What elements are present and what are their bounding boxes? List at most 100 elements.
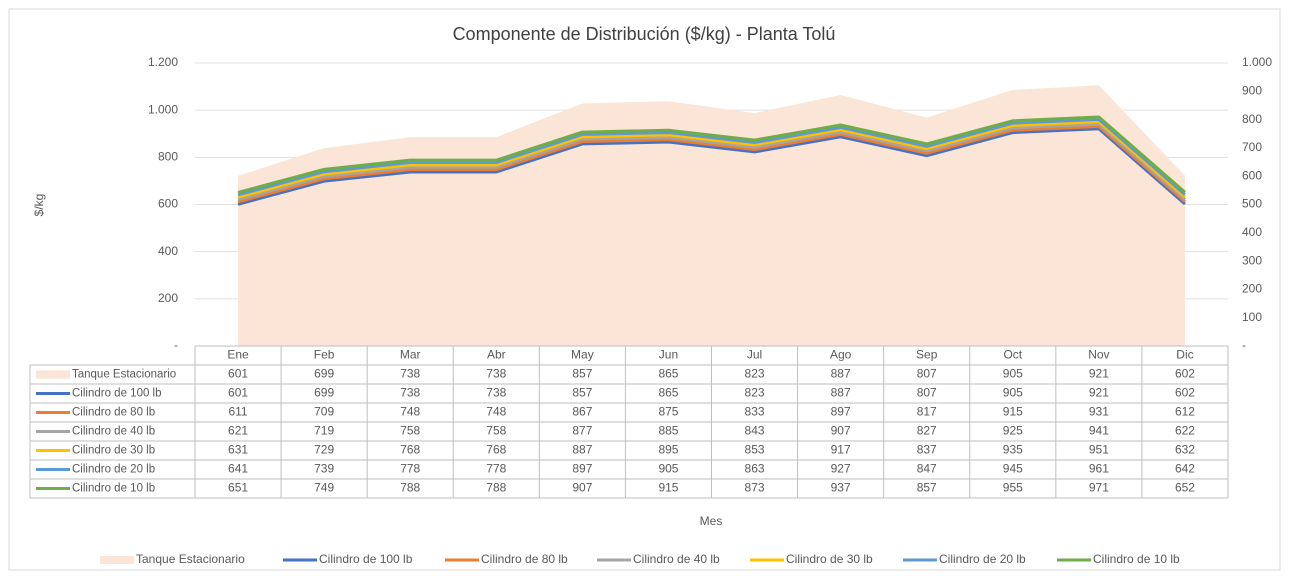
table-key bbox=[36, 370, 70, 379]
table-cell: 867 bbox=[572, 405, 592, 419]
y2-tick-label: 400 bbox=[1242, 225, 1262, 239]
line bbox=[237, 120, 1186, 199]
line bbox=[237, 122, 1186, 201]
table-cell: 887 bbox=[831, 367, 851, 381]
table-cell: 778 bbox=[486, 462, 506, 476]
legend-label: Cilindro de 80 lb bbox=[481, 552, 568, 566]
table-cell: 915 bbox=[658, 481, 678, 495]
x-axis-label: Mes bbox=[700, 514, 723, 528]
table-cell: 935 bbox=[1003, 443, 1023, 457]
table-cell: 788 bbox=[486, 481, 506, 495]
table-cell: 768 bbox=[486, 443, 506, 457]
legend-label: Cilindro de 20 lb bbox=[939, 552, 1026, 566]
table-cell: 917 bbox=[831, 443, 851, 457]
table-cell: 738 bbox=[486, 367, 506, 381]
table-cell: 865 bbox=[658, 386, 678, 400]
table-cell: 748 bbox=[486, 405, 506, 419]
y2-tick-label: 600 bbox=[1242, 168, 1262, 182]
table-cell: 601 bbox=[228, 386, 248, 400]
table-cell: 897 bbox=[572, 462, 592, 476]
x-tick-label: Sep bbox=[916, 348, 938, 362]
table-cell: 905 bbox=[1003, 367, 1023, 381]
table-cell: 941 bbox=[1089, 424, 1109, 438]
table-cell: 915 bbox=[1003, 405, 1023, 419]
table-cell: 758 bbox=[400, 424, 420, 438]
table-cell: 758 bbox=[486, 424, 506, 438]
table-cell: 739 bbox=[314, 462, 334, 476]
legend-label: Cilindro de 40 lb bbox=[633, 552, 720, 566]
table-cell: 921 bbox=[1089, 386, 1109, 400]
table-row-label: Cilindro de 80 lb bbox=[72, 407, 155, 419]
table-row-label: Cilindro de 30 lb bbox=[72, 445, 155, 457]
table-cell: 971 bbox=[1089, 481, 1109, 495]
line bbox=[237, 115, 1186, 194]
table-cell: 612 bbox=[1175, 405, 1195, 419]
y2-tick-label: - bbox=[1242, 338, 1246, 352]
table-cell: 768 bbox=[400, 443, 420, 457]
table-cell: 857 bbox=[917, 481, 937, 495]
table-cell: 873 bbox=[745, 481, 765, 495]
y2-tick-label: 500 bbox=[1242, 197, 1262, 211]
table-cell: 719 bbox=[314, 424, 334, 438]
table-cell: 699 bbox=[314, 367, 334, 381]
y-tick-label: 1.200 bbox=[148, 55, 178, 69]
legend-key bbox=[100, 556, 134, 564]
y-tick-label: 400 bbox=[158, 244, 178, 258]
x-tick-label: Jun bbox=[659, 348, 678, 362]
table-cell: 827 bbox=[917, 424, 937, 438]
table-cell: 601 bbox=[228, 367, 248, 381]
table-cell: 905 bbox=[1003, 386, 1023, 400]
line bbox=[237, 117, 1186, 197]
table-cell: 738 bbox=[486, 386, 506, 400]
x-tick-label: Ene bbox=[227, 348, 249, 362]
x-tick-label: Feb bbox=[314, 348, 335, 362]
table-cell: 652 bbox=[1175, 481, 1195, 495]
table-cell: 887 bbox=[572, 443, 592, 457]
table-cell: 927 bbox=[831, 462, 851, 476]
y-axis-label: $/kg bbox=[32, 194, 46, 217]
y-tick-label: 800 bbox=[158, 150, 178, 164]
table-cell: 699 bbox=[314, 386, 334, 400]
x-tick-label: Ago bbox=[830, 348, 852, 362]
table-cell: 961 bbox=[1089, 462, 1109, 476]
table-cell: 807 bbox=[917, 367, 937, 381]
table-cell: 749 bbox=[314, 481, 334, 495]
y2-tick-label: 700 bbox=[1242, 140, 1262, 154]
table-cell: 641 bbox=[228, 462, 248, 476]
table-cell: 622 bbox=[1175, 424, 1195, 438]
table-cell: 823 bbox=[745, 386, 765, 400]
table-cell: 709 bbox=[314, 405, 334, 419]
table-row-label: Cilindro de 40 lb bbox=[72, 426, 155, 438]
table-cell: 945 bbox=[1003, 462, 1023, 476]
legend-label: Cilindro de 10 lb bbox=[1093, 552, 1180, 566]
x-tick-label: May bbox=[571, 348, 594, 362]
x-tick-label: Nov bbox=[1088, 348, 1109, 362]
table-cell: 807 bbox=[917, 386, 937, 400]
table-cell: 877 bbox=[572, 424, 592, 438]
table-cell: 931 bbox=[1089, 405, 1109, 419]
table-cell: 921 bbox=[1089, 367, 1109, 381]
table-cell: 925 bbox=[1003, 424, 1023, 438]
table-cell: 885 bbox=[658, 424, 678, 438]
table-cell: 847 bbox=[917, 462, 937, 476]
table-cell: 887 bbox=[831, 386, 851, 400]
table-cell: 907 bbox=[831, 424, 851, 438]
table-cell: 651 bbox=[228, 481, 248, 495]
line bbox=[237, 127, 1186, 206]
table-cell: 642 bbox=[1175, 462, 1195, 476]
table-row-label: Tanque Estacionario bbox=[72, 369, 176, 381]
table-cell: 875 bbox=[658, 405, 678, 419]
y2-tick-label: 900 bbox=[1242, 83, 1262, 97]
table-cell: 857 bbox=[572, 367, 592, 381]
table-cell: 955 bbox=[1003, 481, 1023, 495]
table-cell: 748 bbox=[400, 405, 420, 419]
table-cell: 863 bbox=[745, 462, 765, 476]
chart-title: Componente de Distribución ($/kg) - Plan… bbox=[453, 24, 836, 44]
table-cell: 897 bbox=[831, 405, 851, 419]
x-tick-label: Jul bbox=[747, 348, 762, 362]
table-cell: 895 bbox=[658, 443, 678, 457]
table-cell: 833 bbox=[745, 405, 765, 419]
table-cell: 778 bbox=[400, 462, 420, 476]
table-cell: 823 bbox=[745, 367, 765, 381]
